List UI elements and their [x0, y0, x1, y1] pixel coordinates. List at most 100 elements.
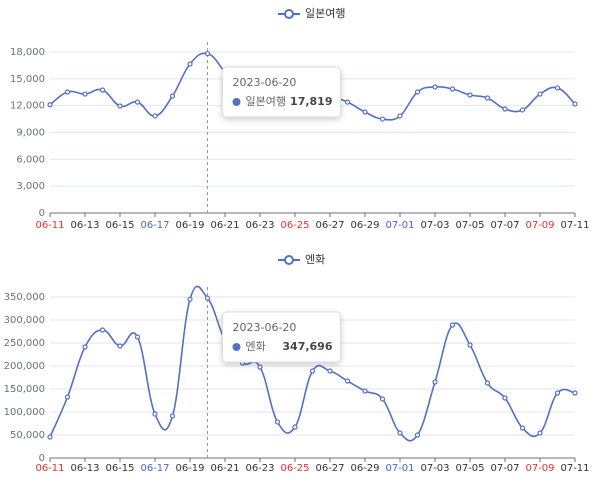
- tooltip-box: [222, 66, 341, 118]
- x-tick-label: 06-25: [280, 463, 309, 474]
- x-tick-label: 07-05: [455, 463, 484, 474]
- data-point: [187, 296, 193, 302]
- data-point: [484, 380, 491, 386]
- tooltip-value: 17,819: [290, 95, 332, 108]
- x-tick-label: 06-27: [315, 463, 344, 474]
- data-point: [432, 379, 438, 385]
- data-point: [572, 390, 578, 396]
- data-point: [554, 85, 561, 91]
- tooltip-title: 2023-06-20: [233, 76, 297, 89]
- data-point: [432, 84, 438, 90]
- x-tick-label: 06-23: [245, 220, 274, 231]
- x-tick-label: 07-09: [525, 220, 554, 231]
- data-point: [397, 113, 403, 119]
- x-tick-label: 06-29: [350, 220, 379, 231]
- data-point: [449, 86, 456, 92]
- data-point: [379, 116, 386, 122]
- x-tick-label: 06-11: [35, 220, 64, 231]
- data-point: [502, 395, 508, 401]
- x-tick-label: 06-23: [245, 463, 274, 474]
- y-tick-label: 0: [39, 453, 45, 464]
- x-tick-label: 07-11: [560, 463, 589, 474]
- tooltip-series: 엔화: [246, 340, 266, 353]
- legend-marker: [284, 255, 294, 265]
- y-tick-label: 3,000: [16, 181, 45, 192]
- data-point: [169, 93, 176, 99]
- data-point: [99, 87, 106, 93]
- data-point: [152, 113, 158, 119]
- x-tick-label: 07-01: [385, 463, 414, 474]
- y-tick-label: 100,000: [4, 407, 45, 418]
- tooltip-marker: [232, 343, 241, 351]
- y-tick-label: 200,000: [4, 361, 45, 372]
- data-point: [467, 92, 473, 98]
- data-point: [64, 89, 71, 95]
- data-point: [187, 61, 193, 67]
- x-tick-label: 06-25: [280, 220, 309, 231]
- x-tick-label: 06-13: [70, 220, 99, 231]
- data-point: [292, 424, 298, 430]
- y-tick-label: 300,000: [4, 315, 45, 326]
- x-tick-label: 07-09: [525, 463, 554, 474]
- data-point: [309, 368, 316, 374]
- y-tick-label: 150,000: [4, 384, 45, 395]
- x-tick-label: 07-03: [420, 463, 449, 474]
- x-tick-label: 07-07: [490, 220, 519, 231]
- data-point: [134, 99, 141, 105]
- data-point: [537, 91, 543, 97]
- tooltip: 2023-06-20 엔화 347,696: [222, 311, 341, 363]
- x-tick-label: 06-19: [175, 220, 204, 231]
- data-point: [169, 413, 176, 419]
- data-point: [362, 109, 368, 115]
- data-point: [82, 344, 88, 350]
- x-tick-label: 07-05: [455, 220, 484, 231]
- data-point: [502, 106, 508, 112]
- data-point: [117, 103, 123, 109]
- data-point: [379, 396, 386, 402]
- x-tick-label: 06-15: [105, 463, 134, 474]
- data-point: [152, 411, 158, 417]
- tooltip-series: 일본여행: [246, 94, 286, 108]
- y-tick-label: 18,000: [10, 47, 45, 58]
- tooltip-marker: [232, 98, 241, 106]
- y-tick-label: 350,000: [4, 292, 45, 303]
- x-tick-label: 06-13: [70, 463, 99, 474]
- data-point: [64, 394, 71, 400]
- data-point: [204, 295, 211, 301]
- y-tick-label: 50,000: [10, 430, 45, 441]
- x-tick-label: 06-19: [175, 463, 204, 474]
- y-tick-label: 250,000: [4, 338, 45, 349]
- data-point: [397, 430, 403, 436]
- data-point: [274, 419, 281, 425]
- data-point: [554, 390, 561, 396]
- legend-label: 엔화: [305, 253, 325, 266]
- y-tick-label: 15,000: [10, 74, 45, 85]
- data-point: [484, 95, 491, 101]
- data-point: [519, 107, 526, 113]
- data-point: [519, 425, 526, 431]
- data-point: [99, 327, 106, 333]
- data-point: [82, 91, 88, 97]
- data-point: [134, 334, 141, 340]
- y-tick-label: 0: [39, 208, 45, 219]
- tooltip-title: 2023-06-20: [233, 321, 297, 334]
- x-tick-label: 06-17: [140, 220, 169, 231]
- y-tick-label: 6,000: [16, 154, 45, 165]
- x-tick-label: 06-17: [140, 463, 169, 474]
- x-tick-label: 06-27: [315, 220, 344, 231]
- data-point: [572, 101, 578, 107]
- x-tick-label: 06-11: [35, 463, 64, 474]
- x-tick-label: 06-21: [210, 220, 239, 231]
- tooltip: 2023-06-20 일본여행 17,819: [222, 66, 341, 118]
- series-line: [49, 285, 576, 442]
- x-tick-label: 07-01: [385, 220, 414, 231]
- data-point: [344, 378, 351, 384]
- data-point: [257, 364, 263, 370]
- data-point: [537, 430, 543, 436]
- x-tick-label: 06-15: [105, 220, 134, 231]
- data-point: [47, 102, 53, 108]
- x-tick-label: 06-29: [350, 463, 379, 474]
- y-tick-label: 12,000: [10, 101, 45, 112]
- data-point: [204, 51, 211, 57]
